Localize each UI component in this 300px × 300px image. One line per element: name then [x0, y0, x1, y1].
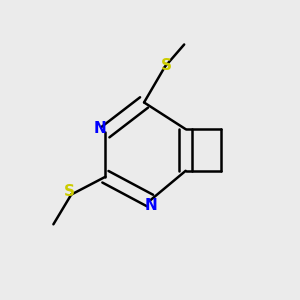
Text: S: S	[161, 58, 172, 73]
Text: S: S	[64, 184, 75, 199]
Text: N: N	[145, 198, 158, 213]
Text: N: N	[94, 121, 106, 136]
